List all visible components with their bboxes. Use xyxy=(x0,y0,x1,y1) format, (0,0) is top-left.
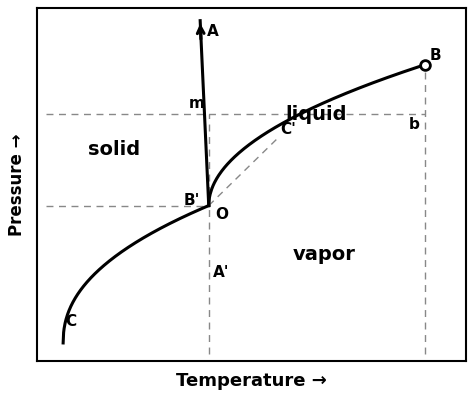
Text: A': A' xyxy=(213,265,229,280)
Text: B': B' xyxy=(184,193,200,208)
Y-axis label: Pressure →: Pressure → xyxy=(9,133,27,236)
Text: O: O xyxy=(215,207,228,222)
Text: vapor: vapor xyxy=(293,246,356,264)
Text: B: B xyxy=(430,48,442,63)
Text: A: A xyxy=(207,24,219,39)
Text: m: m xyxy=(189,96,204,111)
Text: C': C' xyxy=(281,122,297,137)
X-axis label: Temperature →: Temperature → xyxy=(176,372,327,390)
Text: liquid: liquid xyxy=(285,105,346,123)
Text: C: C xyxy=(65,314,76,329)
Text: solid: solid xyxy=(89,140,141,159)
Text: b: b xyxy=(409,117,420,132)
